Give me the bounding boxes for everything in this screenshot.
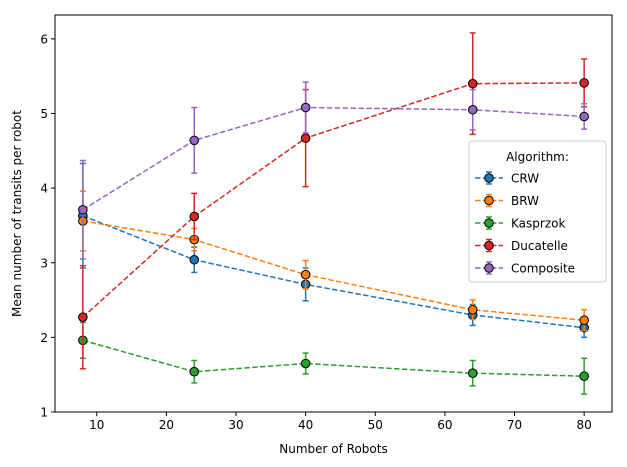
y-tick-label: 4 — [40, 182, 48, 196]
legend-label-kasprzok: Kasprzok — [511, 217, 565, 231]
data-point-ducatelle — [300, 133, 311, 143]
x-tick-label: 50 — [368, 418, 383, 432]
data-point-brw — [579, 315, 589, 326]
x-tick-label: 80 — [577, 418, 592, 432]
y-tick-label: 2 — [40, 331, 48, 345]
data-point-kasprzok — [189, 366, 200, 377]
x-axis-label: Number of Robots — [279, 442, 387, 456]
y-tick-label: 5 — [40, 107, 48, 121]
series-composite — [78, 81, 589, 260]
data-point-crw — [189, 254, 200, 265]
legend-marker-crw — [484, 173, 494, 183]
series-line-kasprzok — [82, 339, 585, 377]
y-tick-label: 3 — [40, 256, 48, 270]
legend-label-crw: CRW — [511, 172, 539, 186]
x-tick-label: 20 — [159, 418, 174, 432]
plot-area — [78, 32, 589, 395]
data-point-ducatelle — [467, 78, 478, 89]
data-point-composite — [189, 135, 200, 146]
x-tick-label: 30 — [228, 418, 243, 432]
x-tick-label: 10 — [89, 418, 104, 432]
legend-marker-composite — [484, 263, 494, 273]
axis-ticks: 10 20 30 40 50 60 70 80 1 2 3 4 5 6 — [40, 32, 591, 432]
legend-label-ducatelle: Ducatelle — [511, 239, 568, 253]
legend-marker-ducatelle — [484, 240, 494, 251]
data-point-composite — [467, 104, 478, 115]
legend-marker-kasprzok — [484, 218, 494, 228]
data-point-kasprzok — [467, 368, 478, 378]
y-tick-label: 6 — [40, 32, 48, 46]
legend-title: Algorithm: — [506, 150, 569, 164]
x-tick-label: 40 — [298, 418, 313, 432]
data-point-ducatelle — [78, 312, 88, 323]
data-point-kasprzok — [579, 371, 589, 381]
legend-label-composite: Composite — [511, 262, 575, 276]
y-axis-label: Mean number of transits per robot — [10, 110, 24, 317]
data-point-brw — [300, 269, 311, 280]
data-point-kasprzok — [300, 358, 311, 369]
x-tick-label: 70 — [507, 418, 522, 432]
data-point-composite — [78, 204, 88, 215]
legend-marker-brw — [484, 195, 494, 206]
series-kasprzok — [78, 321, 589, 395]
y-tick-label: 1 — [40, 406, 48, 420]
x-tick-label: 60 — [437, 418, 452, 432]
legend-label-brw: BRW — [511, 194, 539, 208]
data-point-composite — [300, 102, 311, 113]
data-point-ducatelle — [579, 78, 589, 88]
plot-frame — [54, 14, 613, 413]
series-ducatelle — [78, 32, 589, 370]
legend-box — [468, 140, 607, 283]
data-point-ducatelle — [189, 211, 200, 222]
data-point-brw — [467, 304, 478, 315]
data-point-composite — [579, 111, 589, 122]
legend: Algorithm: CRW BRW Kasprzok Ducatelle Composi… — [468, 140, 607, 283]
